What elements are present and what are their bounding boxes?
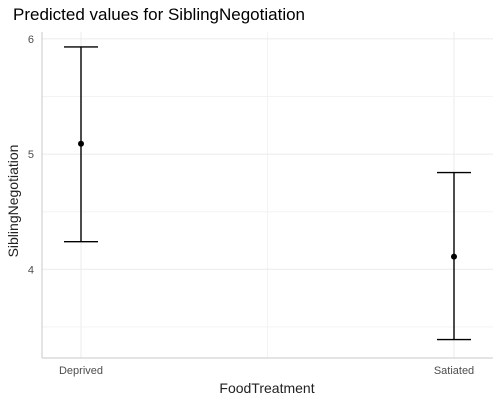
y-tick-label: 6 (28, 34, 34, 46)
x-axis-title: FoodTreatment (219, 380, 314, 396)
label-layer: 4 5 6 Deprived Satiated (28, 34, 474, 377)
y-tick-label: 4 (28, 264, 34, 276)
predicted-value-point (78, 140, 84, 147)
grid-layer (42, 32, 493, 358)
data-layer (64, 46, 471, 341)
predicted-value-point (451, 253, 457, 260)
axis-layer (41, 32, 493, 359)
x-tick-label: Satiated (434, 365, 474, 377)
y-axis-title: SiblingNegotiation (5, 145, 21, 258)
x-tick-label: Deprived (59, 365, 103, 377)
y-tick-label: 5 (28, 149, 34, 161)
chart-title: Predicted values for SiblingNegotiation (13, 5, 305, 24)
